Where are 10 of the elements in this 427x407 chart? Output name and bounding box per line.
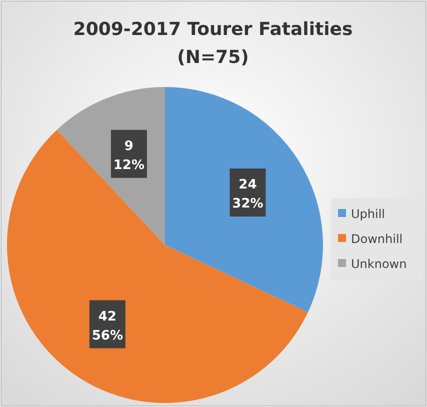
- chart-subtitle: (N=75): [177, 47, 249, 68]
- data-label: 24 32%: [232, 178, 264, 212]
- data-label: 9 12%: [113, 138, 144, 173]
- data-label: 42 56%: [92, 309, 123, 344]
- legend-label: Downhill: [351, 232, 403, 246]
- chart-title: 2009-2017 Tourer Fatalities: [73, 19, 353, 40]
- legend-label: Unknown: [351, 257, 407, 271]
- legend-label: Uphill: [351, 207, 386, 221]
- pie-slice: [165, 87, 323, 312]
- pie-slice: [7, 130, 308, 403]
